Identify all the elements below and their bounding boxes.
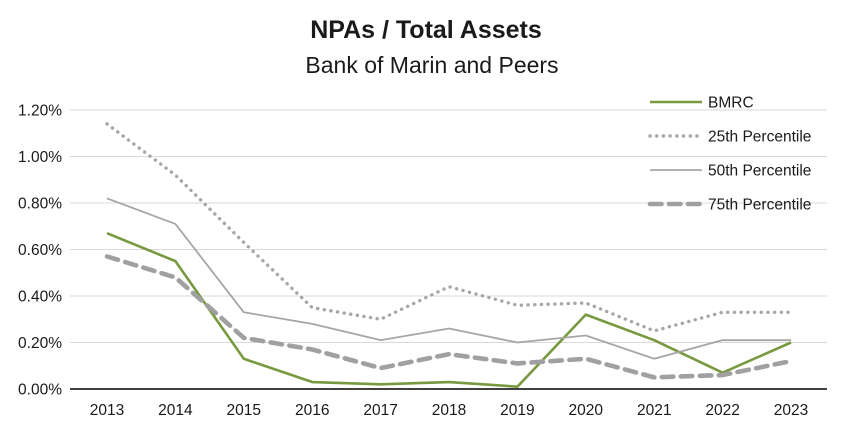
y-tick-label: 0.60% <box>18 242 62 259</box>
x-tick-label: 2018 <box>432 402 466 419</box>
y-tick-label: 1.20% <box>18 103 62 120</box>
x-tick-label: 2017 <box>363 402 397 419</box>
x-tick-label: 2014 <box>158 402 193 419</box>
legend-item: 25th Percentile <box>648 129 811 146</box>
x-axis-labels: 2013 2014 2015 2016 2017 2018 2019 2020 2021 2022… <box>90 402 808 419</box>
x-tick-label: 2021 <box>637 402 671 419</box>
legend-label: BMRC <box>708 95 754 112</box>
y-tick-label: 0.80% <box>18 196 62 213</box>
legend-label: 50th Percentile <box>708 163 811 180</box>
x-tick-label: 2020 <box>569 402 604 419</box>
legend-item: 50th Percentile <box>650 163 811 180</box>
legend-label: 25th Percentile <box>708 129 811 146</box>
series-line-25th-percentile <box>105 122 793 333</box>
y-tick-label: 1.00% <box>18 149 62 166</box>
y-axis-labels: 1.20% 1.00% 0.80% 0.60% 0.40% 0.20% 0.00% <box>18 103 62 399</box>
legend-item: 75th Percentile <box>647 197 811 214</box>
y-tick-label: 0.00% <box>18 382 62 399</box>
series-line-bmrc <box>106 232 792 388</box>
legend-label: 75th Percentile <box>708 197 811 214</box>
x-tick-label: 2022 <box>705 402 739 419</box>
legend-item: BMRC <box>650 95 754 112</box>
x-tick-label: 2019 <box>500 402 534 419</box>
chart-subtitle: Bank of Marin and Peers <box>305 52 558 78</box>
x-tick-label: 2023 <box>774 402 808 419</box>
y-tick-label: 0.20% <box>18 335 62 352</box>
legend: BMRC 25th Percentile 50th Percentile 75th P… <box>647 95 811 214</box>
y-tick-label: 0.40% <box>18 289 62 306</box>
series-line-50th-percentile <box>106 197 791 360</box>
x-tick-label: 2013 <box>90 402 124 419</box>
x-tick-label: 2016 <box>295 402 329 419</box>
series-lines <box>104 122 794 388</box>
gridlines <box>70 109 827 390</box>
chart-title: NPAs / Total Assets <box>310 16 542 44</box>
series-line-75th-percentile <box>104 254 794 380</box>
x-tick-label: 2015 <box>227 402 261 419</box>
